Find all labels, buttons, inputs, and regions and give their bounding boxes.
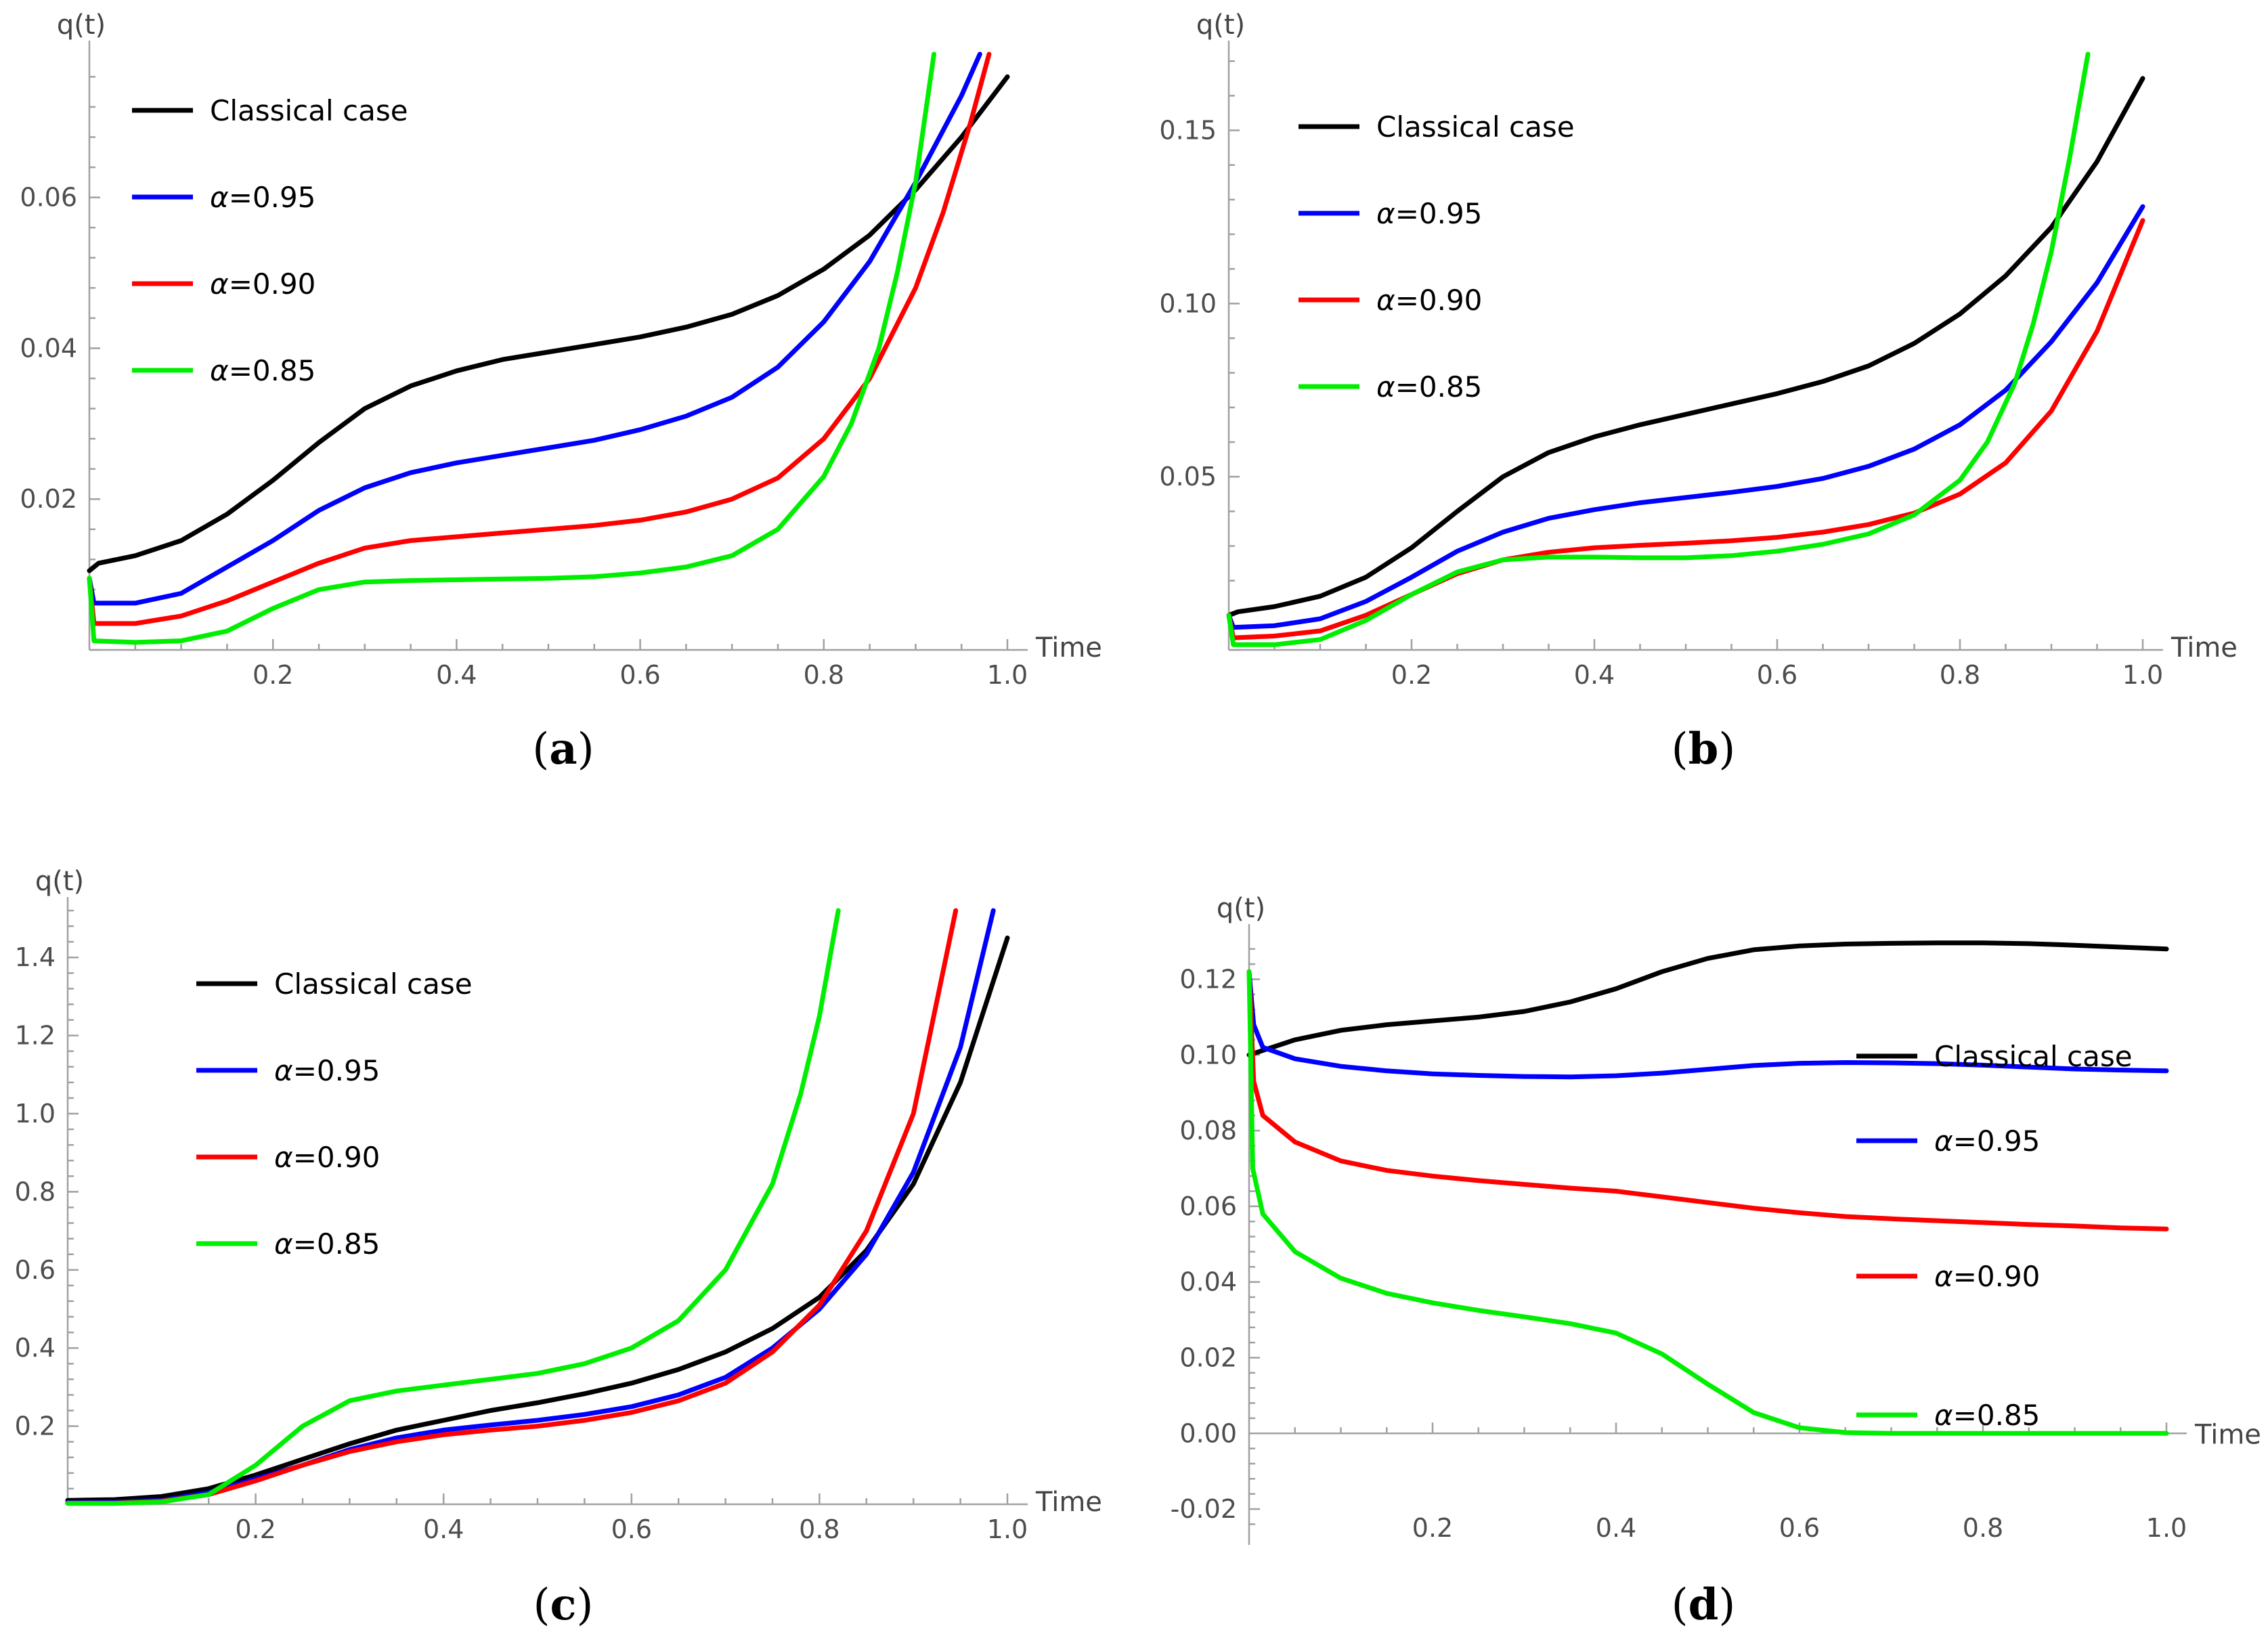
series-line — [1226, 204, 2145, 630]
caption-d: (d) — [1672, 1579, 1736, 1630]
legend-label: α=0.90 — [1376, 284, 1482, 317]
caption-a: (a) — [532, 724, 594, 774]
x-tick-label: 0.6 — [1757, 660, 1797, 690]
x-axis-label: Time — [2171, 632, 2238, 663]
series-line — [65, 908, 841, 1506]
x-tick-label: 1.0 — [2146, 1513, 2187, 1543]
x-tick-label: 0.2 — [1412, 1513, 1453, 1543]
caption-c: (c) — [533, 1579, 594, 1630]
x-tick-label: 0.8 — [1940, 660, 1980, 690]
y-tick-label: 0.6 — [15, 1255, 56, 1285]
y-tick-label: 1.4 — [15, 942, 56, 972]
y-tick-label: 0.06 — [1179, 1192, 1237, 1221]
legend-label: α=0.95 — [1376, 197, 1482, 230]
series-line — [87, 51, 936, 645]
series-group — [1226, 51, 2145, 647]
x-tick-label: 0.2 — [235, 1514, 276, 1544]
panel-a: 0.2 0.4 0.6 0.8 1.0 0.02 0.04 0.06 q(t) Time Class… — [20, 9, 1102, 690]
series-line — [1246, 969, 2169, 1080]
series-line — [87, 51, 992, 626]
series-group — [87, 51, 1010, 645]
series-line — [87, 51, 982, 606]
y-tick-label: -0.02 — [1171, 1494, 1237, 1524]
x-tick-label: 1.0 — [2122, 660, 2163, 690]
panel-b: 0.2 0.4 0.6 0.8 1.0 0.05 0.10 0.15 q(t) Time Class… — [1159, 9, 2238, 690]
x-tick-label: 0.8 — [804, 660, 844, 690]
y-tick-label: 0.02 — [20, 484, 77, 514]
y-tick-label: 0.8 — [15, 1177, 56, 1206]
legend-label: Classical case — [210, 94, 408, 127]
x-tick-label: 0.8 — [1963, 1513, 2003, 1543]
x-tick-label: 0.2 — [1391, 660, 1432, 690]
legend-label: α=0.85 — [274, 1227, 380, 1261]
y-tick-label: 0.04 — [20, 333, 77, 363]
series-line — [87, 74, 1010, 573]
legend-label: Classical case — [1376, 110, 1575, 144]
x-tick-label: 1.0 — [987, 1514, 1028, 1544]
series-line — [1226, 218, 2145, 640]
x-tick-label: 0.8 — [799, 1514, 839, 1544]
y-tick-label: 0.12 — [1179, 964, 1237, 994]
x-axis-label: Time — [1035, 632, 1102, 663]
x-tick-label: 0.2 — [253, 660, 293, 690]
x-tick-label: 0.4 — [1596, 1513, 1636, 1543]
panel-c: 0.2 0.4 0.6 0.8 1.0 0.2 0.4 0.6 0.8 1.0 1.2 1.4 q(t)… — [15, 866, 1102, 1544]
legend-label: α=0.95 — [274, 1054, 380, 1087]
x-axis-label: Time — [2194, 1419, 2261, 1450]
y-tick-label: 0.06 — [20, 183, 77, 213]
y-tick-label: 0.2 — [15, 1412, 56, 1441]
x-tick-label: 0.6 — [1779, 1513, 1820, 1543]
y-axis-label: q(t) — [1217, 893, 1265, 924]
y-tick-label: 0.08 — [1179, 1116, 1237, 1145]
y-tick-label: 0.4 — [15, 1333, 56, 1363]
y-tick-label: 0.10 — [1179, 1040, 1237, 1070]
y-tick-label: 0.02 — [1179, 1342, 1237, 1372]
series-line — [1246, 940, 2169, 1057]
legend-label: α=0.95 — [1934, 1124, 2040, 1158]
y-axis-label: q(t) — [1196, 9, 1245, 41]
y-tick-label: 0.15 — [1159, 116, 1217, 146]
series-group — [1246, 940, 2169, 1436]
series-line — [1246, 969, 2169, 1436]
y-tick-label: 1.0 — [15, 1099, 56, 1129]
series-line — [1226, 76, 2145, 618]
x-axis-label: Time — [1035, 1487, 1102, 1518]
y-tick-label: 0.10 — [1159, 288, 1217, 318]
y-axis-label: q(t) — [35, 866, 84, 897]
legend-label: α=0.95 — [210, 181, 315, 214]
x-tick-label: 0.4 — [436, 660, 477, 690]
x-tick-label: 0.4 — [423, 1514, 464, 1544]
y-tick-label: 0.00 — [1179, 1418, 1237, 1448]
legend-label: Classical case — [1934, 1040, 2133, 1073]
x-tick-label: 0.4 — [1574, 660, 1615, 690]
y-tick-label: 1.2 — [15, 1021, 56, 1051]
x-tick-label: 0.6 — [619, 660, 660, 690]
series-line — [1226, 51, 2091, 647]
panel-d: 0.2 0.4 0.6 0.8 1.0 -0.02 0.00 0.02 0.04 0.06 0.08… — [1171, 893, 2261, 1545]
y-axis-label: q(t) — [57, 9, 106, 41]
legend-label: α=0.85 — [210, 354, 315, 387]
legend-label: α=0.90 — [210, 267, 315, 301]
series-line — [65, 908, 996, 1505]
x-tick-label: 0.6 — [611, 1514, 652, 1544]
legend-label: α=0.85 — [1934, 1399, 2040, 1432]
series-group — [65, 908, 1010, 1506]
legend-label: α=0.90 — [1934, 1260, 2040, 1293]
caption-b: (b) — [1672, 724, 1736, 774]
series-line — [65, 935, 1010, 1503]
y-tick-label: 0.04 — [1179, 1267, 1237, 1297]
legend-label: α=0.90 — [274, 1141, 380, 1174]
legend-label: α=0.85 — [1376, 370, 1482, 403]
y-tick-label: 0.05 — [1159, 462, 1217, 491]
x-tick-label: 1.0 — [987, 660, 1028, 690]
series-line — [1246, 969, 2169, 1231]
legend-label: Classical case — [274, 967, 473, 1001]
